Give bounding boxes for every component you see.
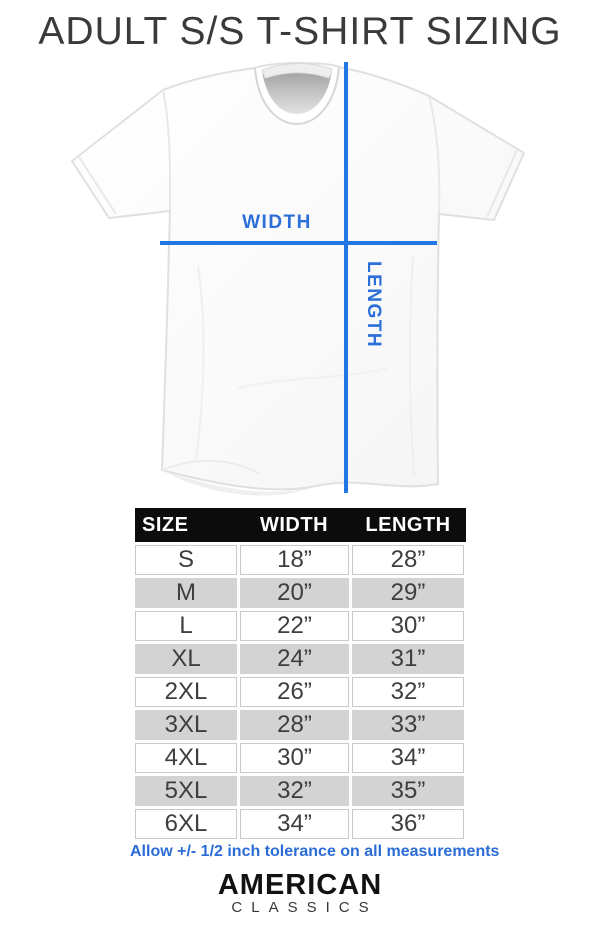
table-cell-width: 22” — [240, 611, 349, 641]
table-cell-size: 6XL — [135, 809, 237, 839]
table-cell-length: 30” — [352, 611, 464, 641]
tolerance-note: Allow +/- 1/2 inch tolerance on all meas… — [130, 843, 500, 860]
table-cell-size: M — [135, 578, 237, 608]
table-cell-size: 4XL — [135, 743, 237, 773]
table-cell-width: 34” — [240, 809, 349, 839]
table-cell-width: 26” — [240, 677, 349, 707]
table-cell-width: 20” — [240, 578, 349, 608]
size-table-header: SIZE WIDTH LENGTH — [135, 508, 466, 542]
table-cell-length: 33” — [352, 710, 464, 740]
t-shirt-graphic — [71, 62, 525, 496]
header-length: LENGTH — [365, 513, 451, 536]
table-cell-width: 24” — [240, 644, 349, 674]
header-size: SIZE — [142, 513, 189, 536]
shirt-body — [71, 62, 525, 491]
length-measure-line — [344, 62, 348, 493]
table-cell-length: 36” — [352, 809, 464, 839]
table-cell-width: 28” — [240, 710, 349, 740]
shirt-collar — [254, 62, 340, 126]
header-width: WIDTH — [259, 513, 329, 536]
table-cell-length: 31” — [352, 644, 464, 674]
table-cell-length: 29” — [352, 578, 464, 608]
table-cell-size: S — [135, 545, 237, 575]
length-label: LENGTH — [363, 261, 384, 349]
table-cell-width: 30” — [240, 743, 349, 773]
table-cell-size: XL — [135, 644, 237, 674]
page-title: ADULT S/S T-SHIRT SIZING — [38, 10, 562, 53]
table-cell-length: 28” — [352, 545, 464, 575]
table-cell-width: 18” — [240, 545, 349, 575]
width-label: WIDTH — [242, 212, 312, 233]
table-cell-size: 5XL — [135, 776, 237, 806]
width-measure-line — [160, 241, 437, 245]
table-cell-length: 34” — [352, 743, 464, 773]
brand-logo-primary: AMERICAN — [217, 869, 383, 901]
table-cell-width: 32” — [240, 776, 349, 806]
brand-logo-secondary: CLASSICS — [231, 899, 378, 916]
size-table: S 18” 28” M 20” 29” L 22” 30” XL 24” 31”… — [135, 545, 466, 839]
table-cell-size: 2XL — [135, 677, 237, 707]
table-cell-size: L — [135, 611, 237, 641]
table-cell-length: 32” — [352, 677, 464, 707]
table-cell-length: 35” — [352, 776, 464, 806]
table-cell-size: 3XL — [135, 710, 237, 740]
